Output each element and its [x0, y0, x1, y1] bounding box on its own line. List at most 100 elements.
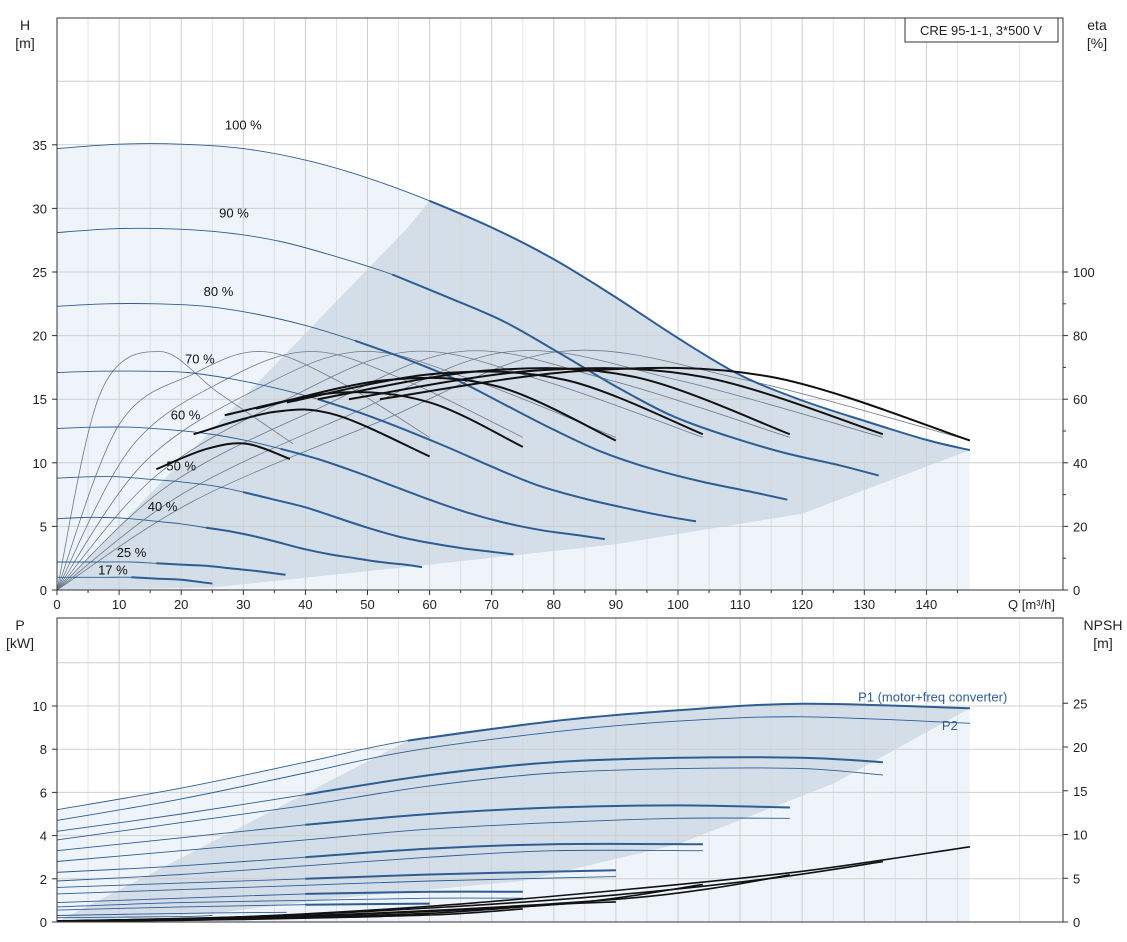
p-tick-label: 8 — [40, 742, 47, 757]
speed-label: 50 % — [166, 458, 196, 473]
y2-tick-label: 20 — [1073, 519, 1087, 534]
speed-label: 17 % — [98, 563, 128, 578]
efficiency-curve-thin — [56, 350, 703, 591]
x-tick-label: 10 — [112, 597, 126, 612]
p-tick-label: 4 — [40, 829, 47, 844]
y2-axis-title: eta — [1087, 17, 1107, 33]
y2-tick-label: 100 — [1073, 265, 1095, 280]
x-tick-label: 30 — [236, 597, 250, 612]
x-tick-label: 40 — [298, 597, 312, 612]
power-curve-thin — [56, 876, 616, 895]
x-tick-label: 120 — [791, 597, 813, 612]
p-axis-unit: [kW] — [6, 635, 34, 651]
y-tick-label: 5 — [40, 519, 47, 534]
speed-label: 60 % — [171, 408, 201, 423]
x-tick-label: 50 — [360, 597, 374, 612]
chart-title-box — [904, 17, 1059, 43]
p-tick-label: 2 — [40, 872, 47, 887]
efficiency-curve-operating — [156, 442, 291, 471]
power-curve-operating — [305, 756, 883, 796]
power-curve-thin — [56, 849, 703, 882]
speed-label: 40 % — [148, 499, 178, 514]
npsh-curve — [56, 918, 213, 922]
power-curve-operating — [305, 842, 703, 859]
speed-curve-operating — [243, 491, 514, 556]
efficiency-curve-thin — [56, 351, 294, 591]
y-tick-label: 20 — [33, 329, 47, 344]
power-series-label: P1 (motor+freq converter) — [858, 690, 1007, 705]
x-tick-label: 0 — [53, 597, 60, 612]
x-tick-label: 90 — [609, 597, 623, 612]
p-axis-title: P — [15, 617, 24, 633]
speed-label: 90 % — [219, 205, 249, 220]
p-tick-label: 0 — [40, 915, 47, 930]
x-tick-label: 110 — [730, 597, 751, 612]
x-tick-label: 70 — [484, 597, 498, 612]
efficiency-curve-thin — [56, 350, 790, 591]
speed-curve-operating — [391, 273, 879, 477]
x-tick-label: 140 — [916, 597, 938, 612]
efficiency-curve-thin — [56, 349, 971, 591]
chart-title: CRE 95-1-1, 3*500 V — [920, 23, 1042, 38]
npsh-tick-label: 15 — [1073, 784, 1087, 799]
x-tick-label: 60 — [422, 597, 436, 612]
p-tick-label: 10 — [33, 699, 47, 714]
speed-curve-operating — [131, 576, 213, 585]
y-tick-label: 15 — [33, 392, 47, 407]
npsh-tick-label: 20 — [1073, 740, 1087, 755]
power-series-operating — [407, 702, 970, 742]
efficiency-curve-thin — [56, 350, 884, 591]
x-tick-label: 20 — [174, 597, 188, 612]
power-panel: P1 (motor+freq converter)P20246810051015… — [6, 617, 1122, 930]
y2-axis-unit: [%] — [1087, 35, 1107, 51]
y-tick-label: 30 — [33, 201, 47, 216]
power-curve-operating — [305, 869, 616, 880]
efficiency-curve-operating — [379, 366, 971, 442]
y2-tick-label: 40 — [1073, 456, 1087, 471]
npsh-axis-unit: [m] — [1093, 635, 1112, 651]
npsh-tick-label: 5 — [1073, 871, 1080, 886]
y-tick-label: 35 — [33, 138, 47, 153]
speed-label: 80 % — [204, 284, 234, 299]
speed-curve-operating — [280, 447, 605, 541]
y-tick-label: 10 — [33, 456, 47, 471]
speed-curve-operating — [354, 339, 788, 501]
p-tick-label: 6 — [40, 785, 47, 800]
efficiency-curve-operating — [286, 370, 704, 436]
npsh-tick-label: 10 — [1073, 828, 1087, 843]
power-curve-operating — [305, 890, 523, 895]
y-tick-label: 25 — [33, 265, 47, 280]
speed-label: 70 % — [185, 352, 215, 367]
power-curve-operating — [305, 902, 430, 906]
speed-curve-operating — [317, 398, 697, 523]
y2-tick-label: 60 — [1073, 392, 1087, 407]
efficiency-curve-thin — [56, 351, 523, 591]
efficiency-curve-operating — [317, 367, 791, 436]
efficiency-curve-operating — [255, 376, 617, 442]
head-panel: 100 % 90 % 80 % 70 % 60 % 50 % 40 % 25 % 17 % 0 10… — [15, 17, 1107, 612]
speed-curve-operating — [205, 526, 423, 569]
speed-curve-operating — [156, 562, 286, 576]
npsh-tick-label: 25 — [1073, 696, 1087, 711]
power-series-label: P2 — [942, 718, 958, 733]
efficiency-curve-operating — [193, 408, 431, 458]
speed-label: 100 % — [225, 118, 262, 133]
power-curve-thin — [56, 817, 790, 862]
y-axis-unit: [m] — [15, 35, 34, 51]
power-grid — [56, 618, 1063, 923]
y-tick-label: 0 — [40, 583, 47, 598]
x-tick-label: 100 — [667, 597, 689, 612]
x-tick-label: 80 — [547, 597, 561, 612]
y2-tick-label: 0 — [1073, 583, 1080, 598]
npsh-tick-label: 0 — [1073, 915, 1080, 930]
power-series-thin — [56, 716, 970, 821]
x-axis-title: Q [m³/h] — [1008, 597, 1055, 612]
y-axis-title: H — [20, 17, 30, 33]
x-tick-label: 130 — [853, 597, 875, 612]
npsh-axis-title: NPSH — [1084, 617, 1123, 633]
efficiency-curve-thin — [56, 351, 617, 591]
power-curve-operating — [305, 804, 790, 826]
speed-curve-operating — [429, 199, 971, 452]
